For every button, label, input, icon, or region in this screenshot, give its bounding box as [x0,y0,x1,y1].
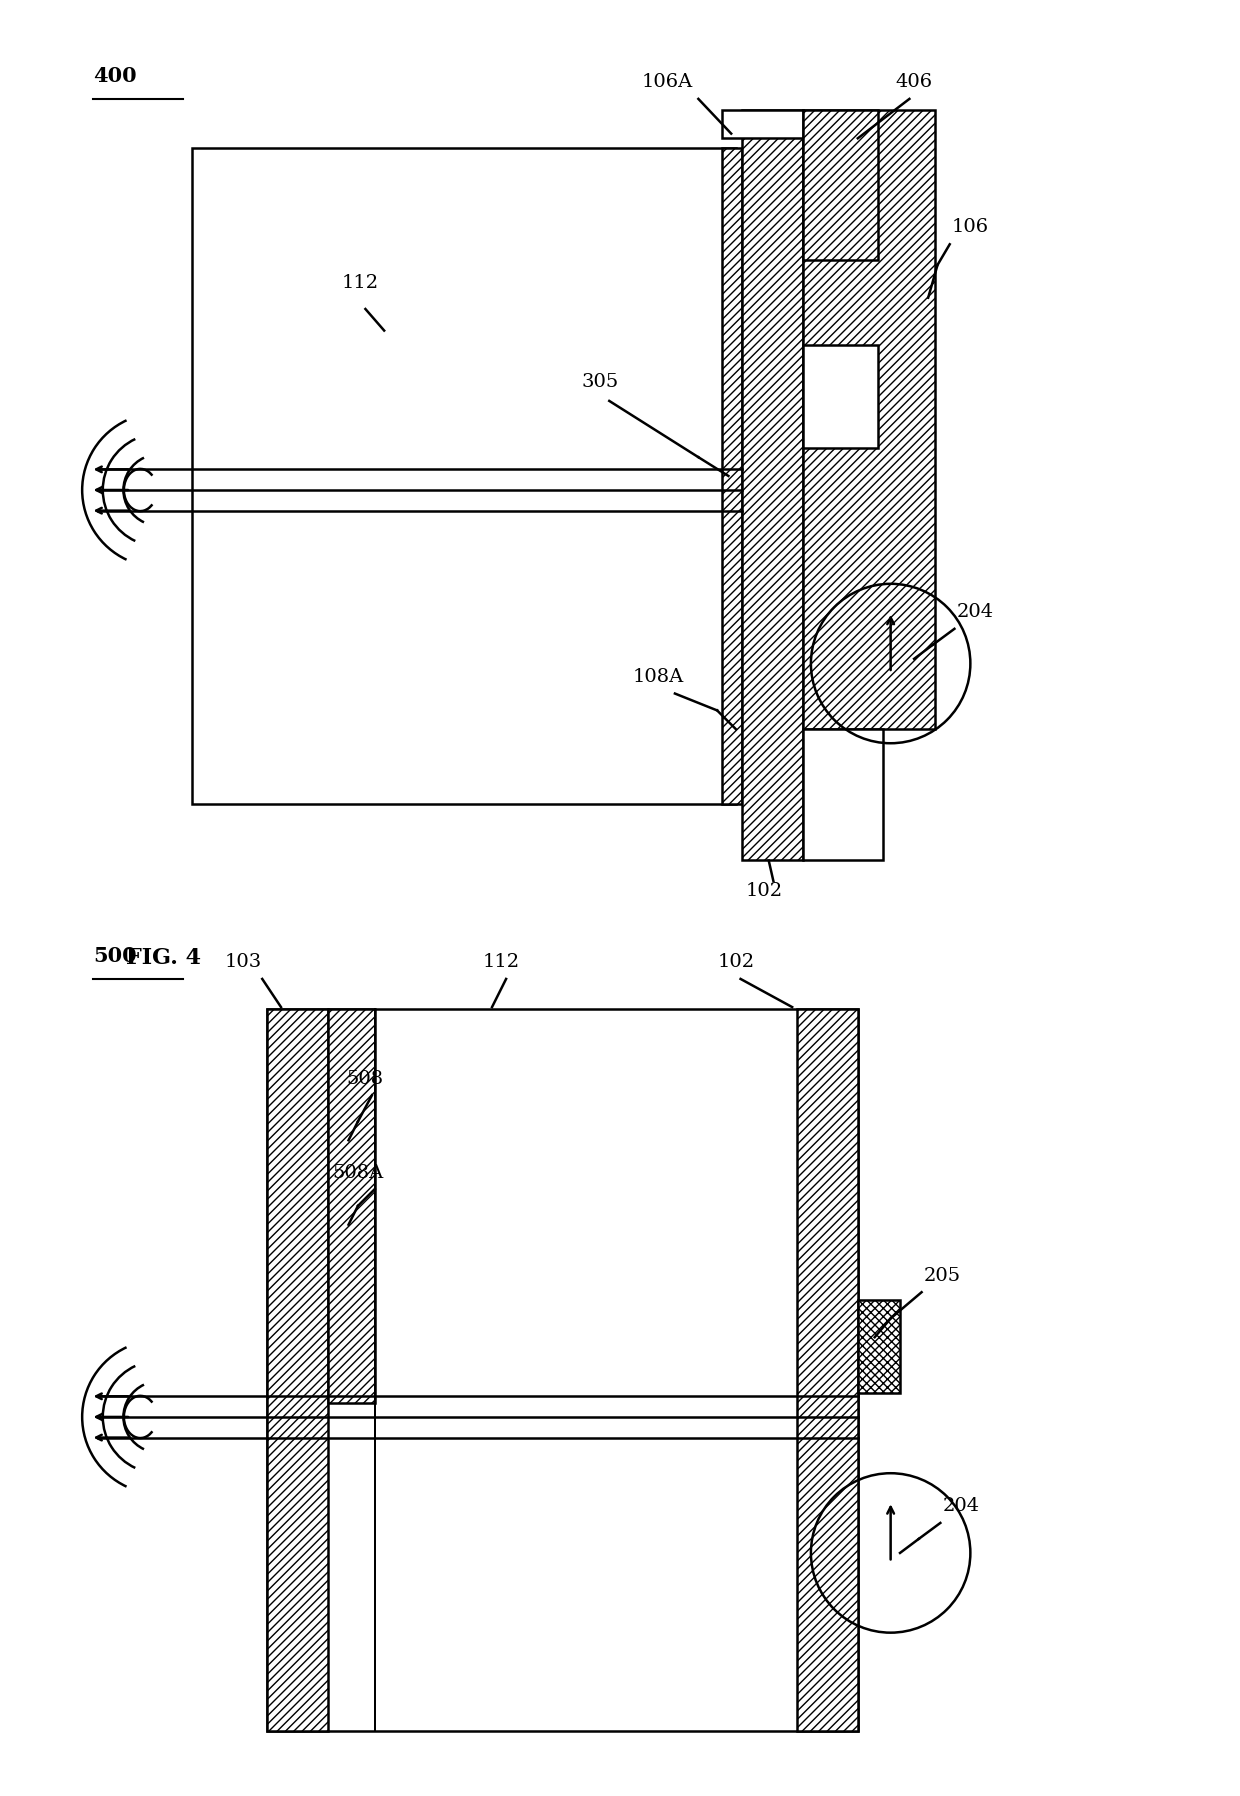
Text: 204: 204 [956,603,993,621]
Text: 508: 508 [347,1070,383,1088]
Text: 112: 112 [482,952,520,972]
Bar [804,345,878,447]
Text: 500: 500 [93,946,138,966]
Text: 205: 205 [924,1266,961,1284]
Text: 106: 106 [951,217,988,235]
Bar [743,110,804,860]
Bar [804,110,935,729]
Text: 112: 112 [342,275,379,293]
Bar [722,147,743,805]
Text: 108A: 108A [632,668,684,686]
Text: FIG. 4: FIG. 4 [126,946,201,968]
Text: 102: 102 [717,952,754,972]
Text: 305: 305 [582,374,619,392]
Bar [267,1009,858,1731]
Text: 204: 204 [942,1496,980,1514]
Text: 102: 102 [745,882,782,900]
Text: 103: 103 [224,952,262,972]
Bar [804,729,883,860]
Bar [267,1009,327,1731]
Bar [192,147,735,805]
Text: 406: 406 [895,72,932,92]
Bar [804,345,878,447]
Bar [327,1009,374,1403]
Text: 400: 400 [93,66,138,86]
Text: 106A: 106A [642,72,693,92]
Bar [797,1009,858,1731]
Bar [858,1300,900,1394]
Bar [804,110,878,205]
Bar [804,110,878,260]
Text: 508A: 508A [332,1164,384,1182]
Bar [722,110,804,138]
